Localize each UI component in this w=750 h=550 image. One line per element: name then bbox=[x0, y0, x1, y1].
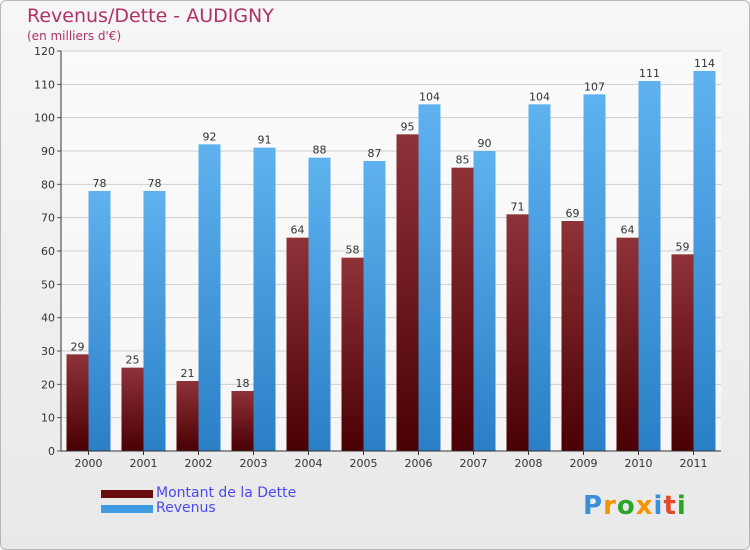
bar-revenus-2008 bbox=[528, 104, 551, 451]
data-label: 95 bbox=[401, 120, 415, 133]
chart-title: Revenus/Dette - AUDIGNY bbox=[27, 5, 274, 27]
chart-subtitle: (en milliers d'€) bbox=[27, 29, 122, 43]
legend-swatch-revenus bbox=[101, 505, 153, 513]
bar-dette-2003 bbox=[231, 391, 254, 451]
logo-letter: t bbox=[663, 491, 677, 521]
y-tick-label: 0 bbox=[48, 445, 55, 458]
x-tick-label: 2002 bbox=[185, 457, 213, 470]
bar-revenus-2003 bbox=[253, 147, 276, 451]
bar-revenus-2007 bbox=[473, 151, 496, 451]
bar-dette-2004 bbox=[286, 237, 309, 451]
y-tick-label: 50 bbox=[41, 278, 55, 291]
data-label: 58 bbox=[346, 244, 360, 257]
data-label: 85 bbox=[456, 154, 470, 167]
x-tick-label: 2005 bbox=[350, 457, 378, 470]
y-tick-label: 100 bbox=[34, 112, 55, 125]
y-tick-label: 80 bbox=[41, 178, 55, 191]
x-tick-label: 2010 bbox=[625, 457, 653, 470]
logo-letter: x bbox=[635, 491, 654, 521]
legend-label-revenus: Revenus bbox=[156, 500, 216, 516]
logo-letter: o bbox=[616, 491, 636, 521]
y-tick-label: 10 bbox=[41, 412, 55, 425]
x-tick-label: 2004 bbox=[295, 457, 323, 470]
y-tick-label: 120 bbox=[34, 45, 55, 58]
data-label: 25 bbox=[126, 354, 140, 367]
data-label: 107 bbox=[584, 80, 605, 93]
bar-revenus-2005 bbox=[363, 161, 386, 451]
y-tick-label: 110 bbox=[34, 78, 55, 91]
bar-dette-2009 bbox=[561, 221, 584, 451]
logo-letter: i bbox=[676, 491, 687, 521]
x-tick-label: 2011 bbox=[680, 457, 708, 470]
proxiti-logo: Proxiti bbox=[583, 491, 687, 521]
bar-revenus-2010 bbox=[638, 81, 661, 451]
data-label: 64 bbox=[291, 224, 305, 237]
data-label: 64 bbox=[621, 224, 635, 237]
bar-dette-2011 bbox=[671, 254, 694, 451]
data-label: 111 bbox=[639, 67, 660, 80]
bar-revenus-2002 bbox=[198, 144, 221, 452]
bar-revenus-2009 bbox=[583, 94, 606, 451]
y-tick-label: 70 bbox=[41, 212, 55, 225]
y-tick-label: 90 bbox=[41, 145, 55, 158]
y-tick-label: 20 bbox=[41, 378, 55, 391]
x-tick-label: 2001 bbox=[130, 457, 158, 470]
data-label: 21 bbox=[181, 367, 195, 380]
x-tick-label: 2009 bbox=[570, 457, 598, 470]
bar-dette-2006 bbox=[396, 134, 419, 452]
bar-revenus-2000 bbox=[88, 191, 111, 451]
y-tick-label: 40 bbox=[41, 312, 55, 325]
data-label: 104 bbox=[419, 90, 440, 103]
bar-revenus-2004 bbox=[308, 157, 331, 451]
logo-letter: P bbox=[583, 491, 604, 521]
bar-revenus-2006 bbox=[418, 104, 441, 451]
data-label: 78 bbox=[148, 177, 162, 190]
data-label: 59 bbox=[676, 240, 690, 253]
data-label: 18 bbox=[236, 377, 250, 390]
x-tick-label: 2008 bbox=[515, 457, 543, 470]
bar-dette-2002 bbox=[176, 381, 199, 451]
data-label: 104 bbox=[529, 90, 550, 103]
legend-label-debt: Montant de la Dette bbox=[156, 485, 297, 501]
y-tick-label: 60 bbox=[41, 245, 55, 258]
data-label: 114 bbox=[694, 57, 715, 70]
x-tick-label: 2000 bbox=[75, 457, 103, 470]
data-label: 87 bbox=[368, 147, 382, 160]
bar-dette-2008 bbox=[506, 214, 529, 451]
x-tick-label: 2003 bbox=[240, 457, 268, 470]
data-label: 88 bbox=[313, 144, 327, 157]
bar-dette-2010 bbox=[616, 237, 639, 451]
bar-revenus-2011 bbox=[693, 71, 716, 451]
x-tick-label: 2007 bbox=[460, 457, 488, 470]
bar-dette-2001 bbox=[121, 367, 144, 451]
bar-revenus-2001 bbox=[143, 191, 166, 451]
legend-swatch-debt bbox=[101, 490, 153, 498]
bar-dette-2005 bbox=[341, 257, 364, 451]
data-label: 91 bbox=[258, 134, 272, 147]
data-label: 78 bbox=[93, 177, 107, 190]
bar-dette-2007 bbox=[451, 167, 474, 451]
y-tick-label: 30 bbox=[41, 345, 55, 358]
data-label: 71 bbox=[511, 200, 525, 213]
data-label: 92 bbox=[203, 130, 217, 143]
x-tick-label: 2006 bbox=[405, 457, 433, 470]
bar-dette-2000 bbox=[66, 354, 89, 451]
data-label: 90 bbox=[478, 137, 492, 150]
logo-letter: r bbox=[603, 491, 617, 521]
data-label: 69 bbox=[566, 207, 580, 220]
logo-letter: i bbox=[653, 491, 664, 521]
data-label: 29 bbox=[71, 340, 85, 353]
